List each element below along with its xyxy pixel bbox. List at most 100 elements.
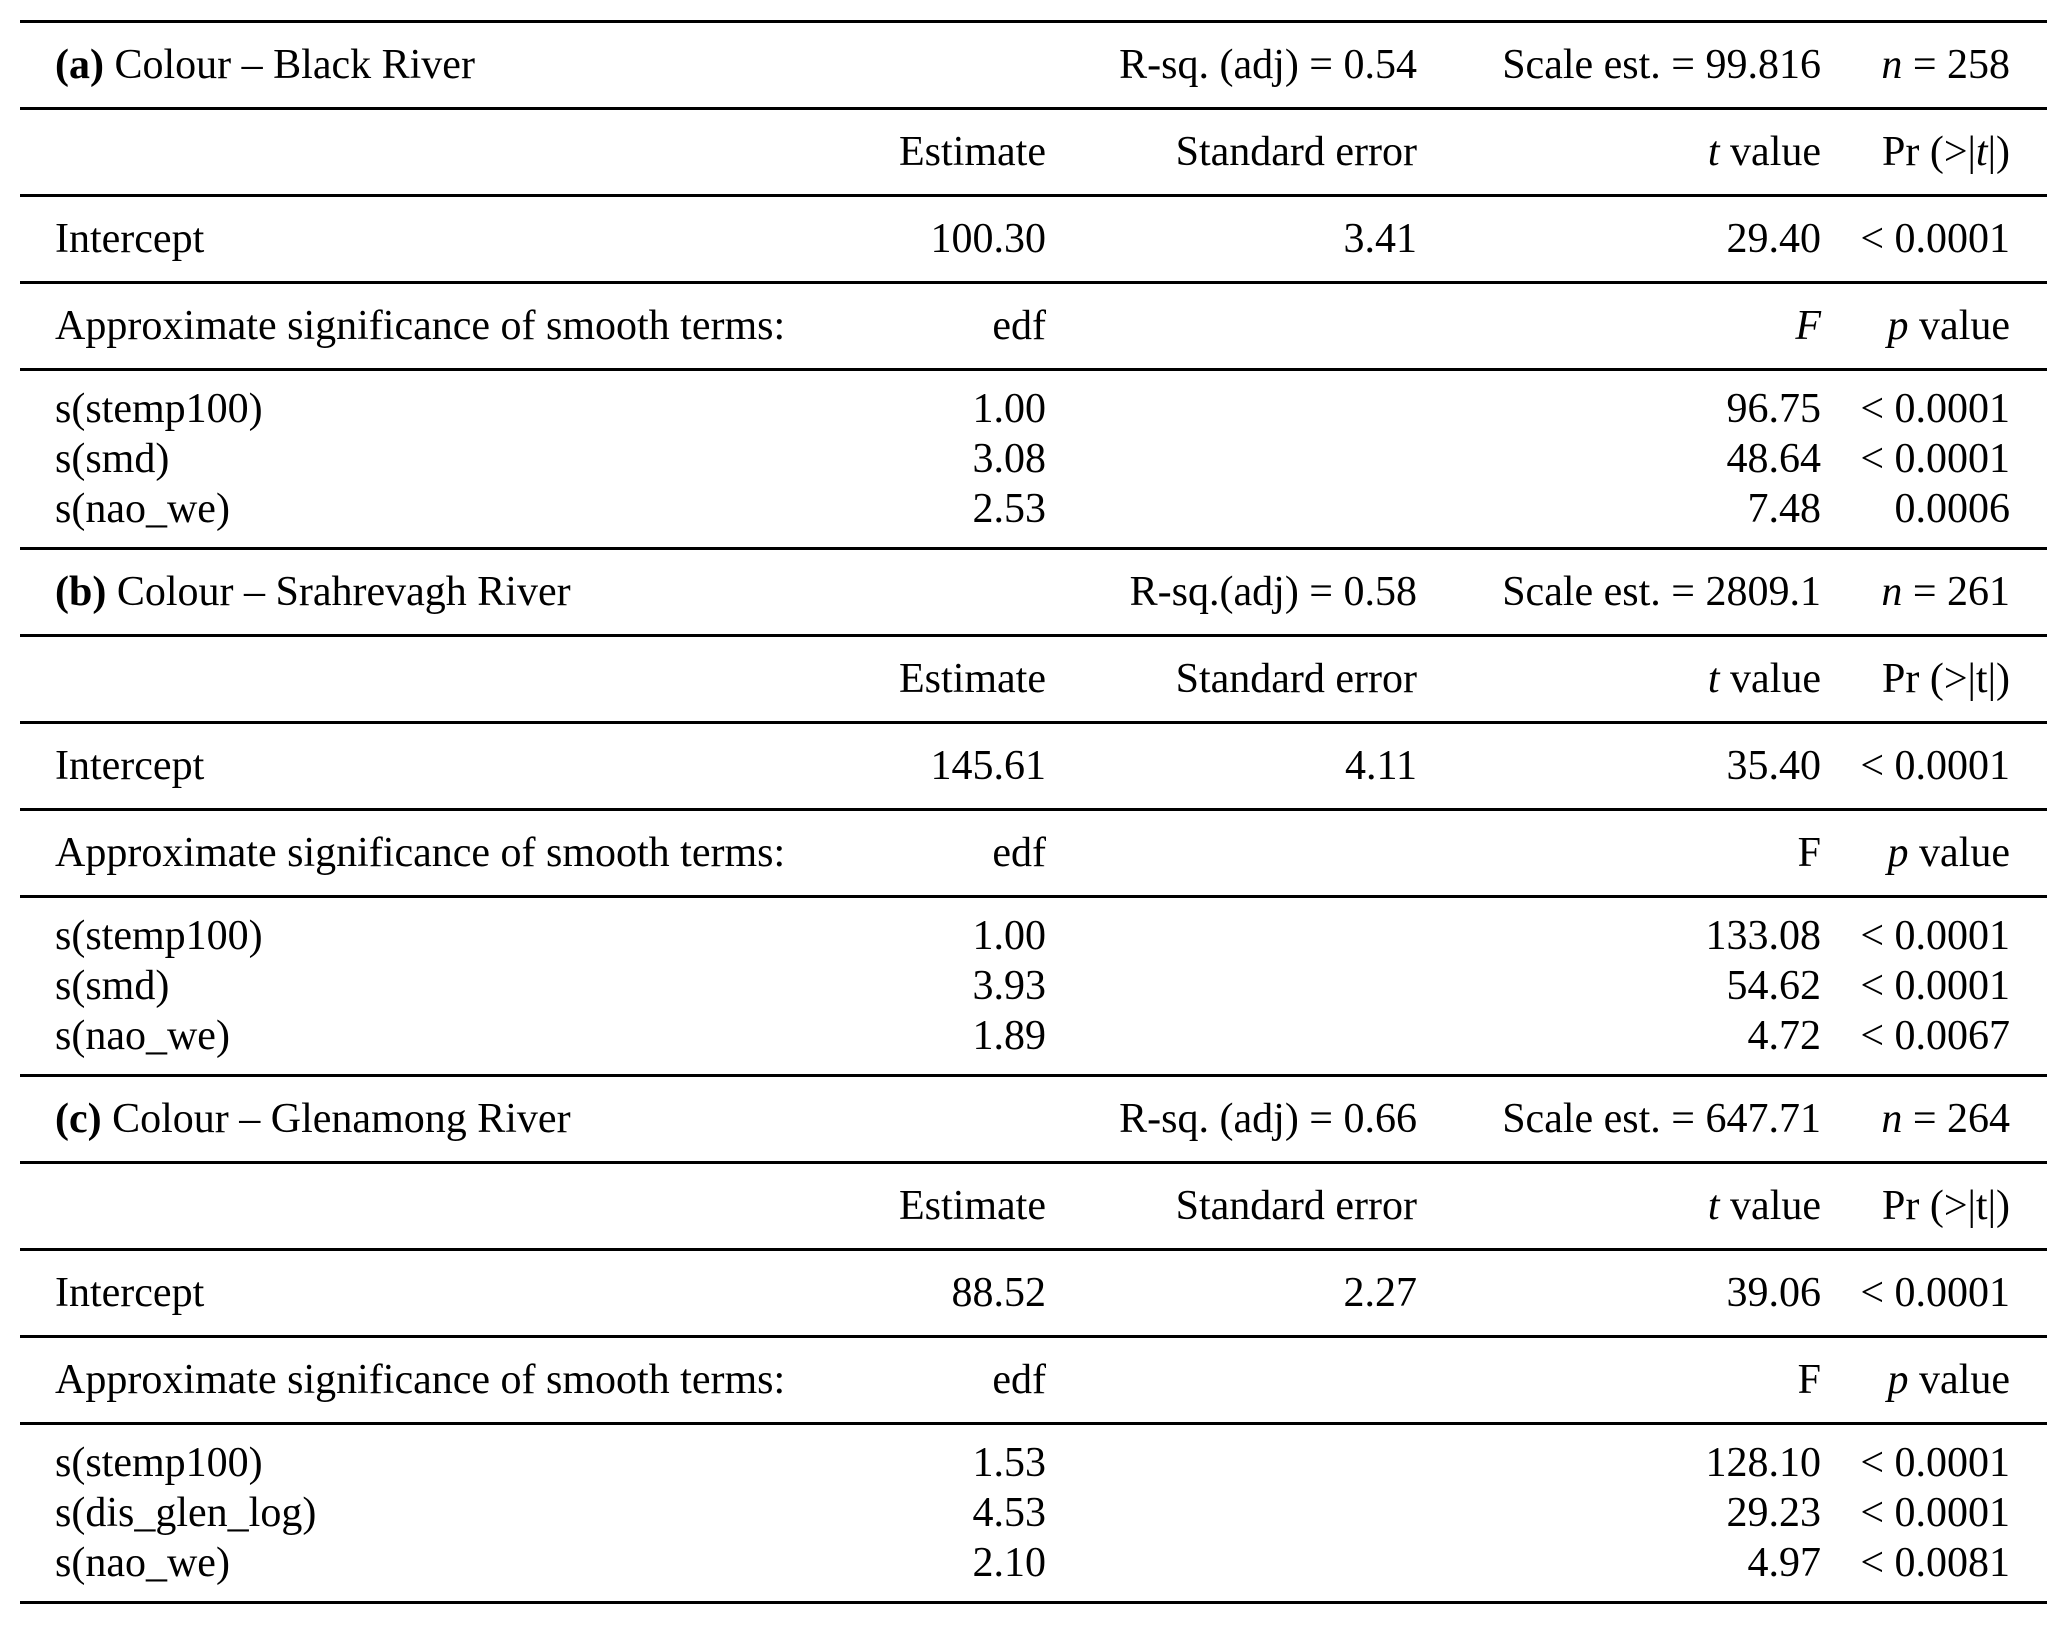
- section-header-row: (a) Colour – Black River R-sq. (adj) = 0.…: [20, 20, 2047, 109]
- section-title-text: Colour – Glenamong River: [112, 1096, 571, 1142]
- smooth-term-label: s(smd): [55, 963, 170, 1009]
- section-header-row: (c) Colour – Glenamong River R-sq. (adj) …: [20, 1074, 2047, 1163]
- smooth-header-label: Approximate significance of smooth terms…: [55, 303, 786, 349]
- section-tag: (c): [55, 1096, 102, 1142]
- smooth-header-spacer: [1046, 808, 1417, 897]
- intercept-label: Intercept: [20, 721, 550, 810]
- scale-stat: Scale est. = 647.71: [1417, 1074, 1821, 1163]
- smooth-header-split: Approximate significance of smooth terms…: [20, 303, 1046, 349]
- smooth-term-label: s(stemp100): [20, 368, 550, 434]
- section-title-cell: (a) Colour – Black River R-sq. (adj) = 0.…: [20, 20, 1417, 109]
- column-header-t-value: t value: [1417, 107, 1821, 196]
- smooth-term-label: s(stemp100): [20, 895, 550, 961]
- section-title-text: Colour – Srahrevagh River: [116, 569, 571, 615]
- gam-results-table: (a) Colour – Black River R-sq. (adj) = 0.…: [20, 20, 2047, 1604]
- f-value: 48.64: [1726, 436, 1822, 482]
- rsq-stat: R-sq. (adj) = 0.66: [1119, 1096, 1417, 1142]
- p-value: 0.0006: [1894, 486, 2011, 532]
- smooth-term-spacer: [1046, 1488, 1417, 1538]
- section-title-split: (a) Colour – Black River R-sq. (adj) = 0.…: [20, 42, 1417, 88]
- p-value: < 0.0001: [1860, 963, 2010, 1009]
- column-header-row: Estimate Standard error t value Pr (>|t|): [20, 107, 2047, 196]
- smooth-header-split: Approximate significance of smooth terms…: [20, 830, 1046, 876]
- smooth-header-cell: Approximate significance of smooth terms…: [20, 808, 1046, 897]
- smooth-term-spacer: [1046, 434, 1417, 484]
- p-value: < 0.0001: [1860, 436, 2010, 482]
- f-value: 4.97: [1747, 1540, 1822, 1586]
- smooth-term-label: s(dis_glen_log): [55, 1490, 317, 1536]
- column-header-row: Estimate Standard error t value Pr (>|t|): [20, 634, 2047, 723]
- column-header-pr: Pr (>|t|): [1821, 1161, 2047, 1250]
- edf-header: edf: [992, 303, 1046, 349]
- smooth-term-row: s(nao_we) 1.89 4.72 < 0.0067: [20, 1011, 2047, 1076]
- smooth-term-spacer: [1046, 895, 1417, 961]
- intercept-estimate: 145.61: [550, 721, 1046, 810]
- section-title: (b) Colour – Srahrevagh River: [20, 569, 571, 615]
- section-tag: (a): [55, 42, 104, 88]
- smooth-header-spacer: [1046, 281, 1417, 370]
- scale-stat: Scale est. = 99.816: [1417, 20, 1821, 109]
- f-value: 7.48: [1747, 486, 1822, 532]
- column-header-standard-error: Standard error: [1046, 634, 1417, 723]
- intercept-pr-value: < 0.0001: [1821, 194, 2047, 283]
- intercept-row: Intercept 100.30 3.41 29.40 < 0.0001: [20, 194, 2047, 283]
- smooth-header-cell: Approximate significance of smooth terms…: [20, 1335, 1046, 1424]
- edf-value: 1.89: [972, 1013, 1047, 1059]
- f-value: 4.72: [1747, 1013, 1822, 1059]
- column-header-estimate: Estimate: [550, 1161, 1046, 1250]
- section-title-cell: (c) Colour – Glenamong River R-sq. (adj) …: [20, 1074, 1417, 1163]
- intercept-pr-value: < 0.0001: [1821, 721, 2047, 810]
- rsq-stat: R-sq. (adj) = 0.54: [1119, 42, 1417, 88]
- edf-value: 3.93: [972, 963, 1047, 1009]
- p-value: < 0.0001: [1821, 1422, 2047, 1488]
- p-value: < 0.0081: [1860, 1540, 2010, 1586]
- smooth-term-row: s(dis_glen_log) 4.53 29.23 < 0.0001: [20, 1488, 2047, 1538]
- p-value: < 0.0001: [1860, 1490, 2010, 1536]
- smooth-term-spacer: [1046, 961, 1417, 1011]
- section-title: (a) Colour – Black River: [20, 42, 475, 88]
- intercept-label: Intercept: [20, 194, 550, 283]
- intercept-label: Intercept: [20, 1248, 550, 1337]
- section-title-text: Colour – Black River: [114, 42, 475, 88]
- column-header-t-value: t value: [1417, 634, 1821, 723]
- edf-value: 4.53: [972, 1490, 1047, 1536]
- smooth-term-row: s(nao_we) 2.53 7.48 0.0006: [20, 484, 2047, 549]
- smooth-term-label: s(nao_we): [55, 1013, 230, 1059]
- smooth-term-spacer: [1046, 1422, 1417, 1488]
- intercept-estimate: 88.52: [550, 1248, 1046, 1337]
- column-header-t-value: t value: [1417, 1161, 1821, 1250]
- edf-header: edf: [992, 1357, 1046, 1403]
- f-value: 96.75: [1417, 368, 1821, 434]
- rsq-stat: R-sq.(adj) = 0.58: [1129, 569, 1417, 615]
- section-title-cell: (b) Colour – Srahrevagh River R-sq.(adj) …: [20, 547, 1417, 636]
- edf-value: 2.10: [972, 1540, 1047, 1586]
- section-header-row: (b) Colour – Srahrevagh River R-sq.(adj) …: [20, 547, 2047, 636]
- smooth-term-label: s(nao_we): [55, 486, 230, 532]
- intercept-standard-error: 2.27: [1046, 1248, 1417, 1337]
- smooth-term-row: s(stemp100) 1.53 128.10 < 0.0001: [20, 1422, 2047, 1488]
- n-stat: n = 264: [1821, 1074, 2047, 1163]
- column-header-standard-error: Standard error: [1046, 1161, 1417, 1250]
- smooth-term-spacer: [1046, 368, 1417, 434]
- smooth-term-spacer: [1046, 484, 1417, 549]
- edf-value: 1.53: [550, 1422, 1046, 1488]
- scale-stat: Scale est. = 2809.1: [1417, 547, 1821, 636]
- section-title-split: (c) Colour – Glenamong River R-sq. (adj) …: [20, 1096, 1417, 1142]
- smooth-term-row: s(smd) 3.08 48.64 < 0.0001: [20, 434, 2047, 484]
- f-value: 29.23: [1726, 1490, 1822, 1536]
- f-header: F: [1417, 808, 1821, 897]
- smooth-header-row: Approximate significance of smooth terms…: [20, 808, 2047, 897]
- smooth-header-spacer: [1046, 1335, 1417, 1424]
- column-header-estimate: Estimate: [550, 107, 1046, 196]
- n-stat: n = 261: [1821, 547, 2047, 636]
- column-header-pr: Pr (>|t|): [1821, 634, 2047, 723]
- f-value: 128.10: [1417, 1422, 1821, 1488]
- p-value: < 0.0001: [1821, 895, 2047, 961]
- intercept-pr-value: < 0.0001: [1821, 1248, 2047, 1337]
- n-stat: n = 258: [1821, 20, 2047, 109]
- smooth-header-label: Approximate significance of smooth terms…: [55, 1357, 786, 1403]
- f-value: 54.62: [1726, 963, 1822, 1009]
- f-value: 133.08: [1417, 895, 1821, 961]
- smooth-term-row: s(stemp100) 1.00 96.75 < 0.0001: [20, 368, 2047, 434]
